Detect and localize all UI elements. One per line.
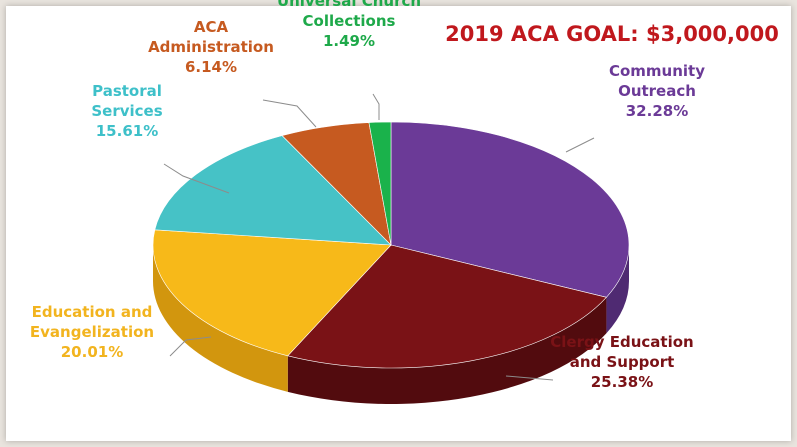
slice-label-community-outreach: Community Outreach 32.28% — [609, 62, 705, 120]
slice-value-label: 6.14% — [185, 58, 237, 76]
leader-line-universal-church-collections — [372, 93, 380, 120]
slice-name-label: Services — [91, 102, 162, 120]
slice-value-label: 1.49% — [323, 32, 375, 50]
leader-line-aca-administration — [262, 99, 317, 128]
slice-value-label: 20.01% — [61, 343, 123, 361]
pie-slices — [152, 121, 630, 369]
slice-name-label: Pastoral — [92, 82, 162, 100]
slice-name-label: Outreach — [618, 82, 696, 100]
slice-name-label: Universal Church — [277, 0, 421, 10]
pie-slice-pastoral-services — [154, 135, 392, 246]
slice-value-label: 32.28% — [626, 102, 688, 120]
slice-name-label: Community — [609, 62, 705, 80]
label-leader-lines — [163, 93, 595, 381]
chart-title: 2019 ACA GOAL: $3,000,000 — [445, 22, 779, 46]
slice-label-clergy-education-and-support: Clergy Education and Support 25.38% — [550, 333, 693, 391]
slice-labels: Community Outreach 32.28% Clergy Education a… — [30, 0, 705, 391]
pie-slice-community-outreach — [390, 121, 630, 298]
slice-label-universal-church-collections: Universal Church Collections 1.49% — [277, 0, 421, 50]
slice-label-education-and-evangelization: Education and Evangelization 20.01% — [30, 303, 154, 361]
slice-name-label: Evangelization — [30, 323, 154, 341]
slice-value-label: 25.38% — [591, 373, 653, 391]
slice-name-label: Administration — [148, 38, 274, 56]
slice-label-aca-administration: ACA Administration 6.14% — [148, 18, 274, 76]
slice-name-label: Collections — [303, 12, 396, 30]
slice-name-label: Clergy Education — [550, 333, 693, 351]
pie-side-community-outreach — [606, 245, 629, 334]
pie-side-education-and-evangelization — [153, 245, 288, 392]
pie-slice-clergy-education-and-support — [287, 244, 607, 369]
leader-line-education-and-evangelization — [169, 336, 212, 357]
slice-name-label: and Support — [570, 353, 675, 371]
pie-slice-education-and-evangelization — [152, 229, 392, 357]
leader-line-community-outreach — [565, 137, 595, 153]
slice-name-label: Education and — [32, 303, 153, 321]
leader-line-pastoral-services — [163, 163, 230, 194]
pie-slice-universal-church-collections — [368, 121, 392, 246]
slice-value-label: 15.61% — [96, 122, 158, 140]
slice-label-pastoral-services: Pastoral Services 15.61% — [91, 82, 162, 140]
slice-name-label: ACA — [194, 18, 229, 36]
leader-line-clergy-education-and-support — [505, 375, 554, 381]
